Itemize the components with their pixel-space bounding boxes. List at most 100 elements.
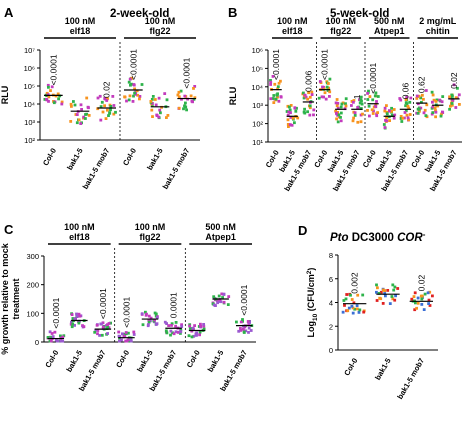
- data-point: [157, 115, 161, 119]
- data-point: [170, 324, 173, 327]
- x-category-label: bak1-5: [206, 349, 226, 374]
- data-point: [347, 306, 351, 310]
- treatment-label: Atpep1: [374, 26, 405, 36]
- data-point: [112, 112, 116, 116]
- data-point: [149, 100, 153, 103]
- data-point: [440, 100, 444, 104]
- data-point: [393, 113, 397, 117]
- p-value: 0.0001: [169, 292, 179, 318]
- data-point: [350, 104, 353, 107]
- data-point: [339, 116, 342, 119]
- data-point: [50, 332, 54, 335]
- data-point: [247, 326, 251, 330]
- x-category-label: bak1-5: [373, 357, 393, 382]
- data-point: [75, 315, 79, 318]
- data-point: [130, 76, 134, 80]
- data-point: [279, 79, 282, 83]
- data-point: [390, 106, 393, 110]
- data-point: [336, 106, 340, 110]
- data-point: [427, 302, 430, 305]
- data-point: [120, 338, 123, 342]
- data-point: [179, 328, 183, 332]
- data-point: [407, 106, 411, 110]
- data-point: [107, 114, 110, 117]
- data-point: [426, 291, 430, 295]
- data-point: [391, 297, 395, 301]
- data-point: [340, 102, 344, 106]
- data-point: [335, 98, 339, 101]
- data-point: [359, 107, 363, 110]
- data-point: [359, 120, 363, 124]
- data-point: [163, 92, 167, 95]
- data-point: [388, 109, 391, 112]
- data-point: [84, 113, 87, 116]
- data-point: [306, 97, 309, 101]
- data-point: [69, 322, 73, 326]
- x-category-label: Col-0: [41, 147, 58, 168]
- data-point: [147, 314, 151, 318]
- data-point: [321, 85, 324, 89]
- data-point: [312, 113, 315, 117]
- data-point: [190, 99, 194, 103]
- data-point: [202, 324, 206, 328]
- data-point: [246, 320, 250, 323]
- data-point: [163, 320, 167, 324]
- data-point: [70, 105, 73, 108]
- data-point: [226, 303, 230, 306]
- data-point: [385, 116, 389, 119]
- data-point: [415, 94, 419, 98]
- data-point: [450, 93, 454, 97]
- data-point: [428, 290, 432, 294]
- data-point: [56, 339, 59, 343]
- y-tick-label: 10⁴: [23, 100, 35, 109]
- data-point: [147, 320, 151, 324]
- treatment-label: 100 nM: [64, 222, 95, 232]
- data-point: [96, 332, 99, 336]
- data-point: [172, 332, 176, 336]
- data-point: [166, 114, 170, 117]
- data-point: [53, 330, 57, 334]
- data-point: [441, 110, 444, 114]
- data-point: [431, 294, 434, 298]
- data-point: [242, 331, 246, 334]
- data-point: [416, 111, 420, 115]
- data-point: [106, 325, 110, 329]
- data-point: [383, 109, 387, 113]
- treatment-label: flg22: [330, 26, 351, 36]
- treatment-label: 100 nM: [277, 16, 308, 26]
- data-point: [288, 108, 292, 112]
- data-point: [123, 95, 126, 99]
- data-point: [449, 104, 452, 108]
- data-point: [276, 87, 279, 91]
- data-point: [375, 290, 378, 294]
- data-point: [388, 119, 391, 122]
- data-point: [144, 310, 147, 314]
- data-point: [127, 98, 131, 102]
- data-point: [70, 320, 73, 324]
- x-category-label: bak1-5 mob7: [395, 357, 426, 401]
- data-point: [399, 98, 403, 102]
- data-point: [188, 324, 191, 328]
- data-point: [127, 331, 130, 335]
- data-point: [269, 80, 273, 84]
- y-tick-label: 10⁶: [252, 46, 263, 55]
- data-point: [375, 100, 378, 103]
- data-point: [154, 103, 158, 107]
- data-point: [419, 96, 423, 100]
- data-point: [193, 96, 197, 100]
- data-point: [96, 107, 100, 111]
- data-point: [344, 102, 347, 106]
- data-point: [169, 333, 172, 337]
- p-value: 0.02: [416, 274, 426, 291]
- data-point: [179, 89, 183, 93]
- data-point: [381, 288, 385, 292]
- y-axis-label: RLU: [0, 86, 10, 105]
- data-point: [376, 286, 379, 290]
- data-point: [352, 100, 355, 104]
- data-point: [132, 94, 135, 98]
- data-point: [403, 116, 406, 120]
- data-point: [308, 104, 312, 108]
- data-point: [183, 94, 187, 98]
- data-point: [118, 335, 122, 338]
